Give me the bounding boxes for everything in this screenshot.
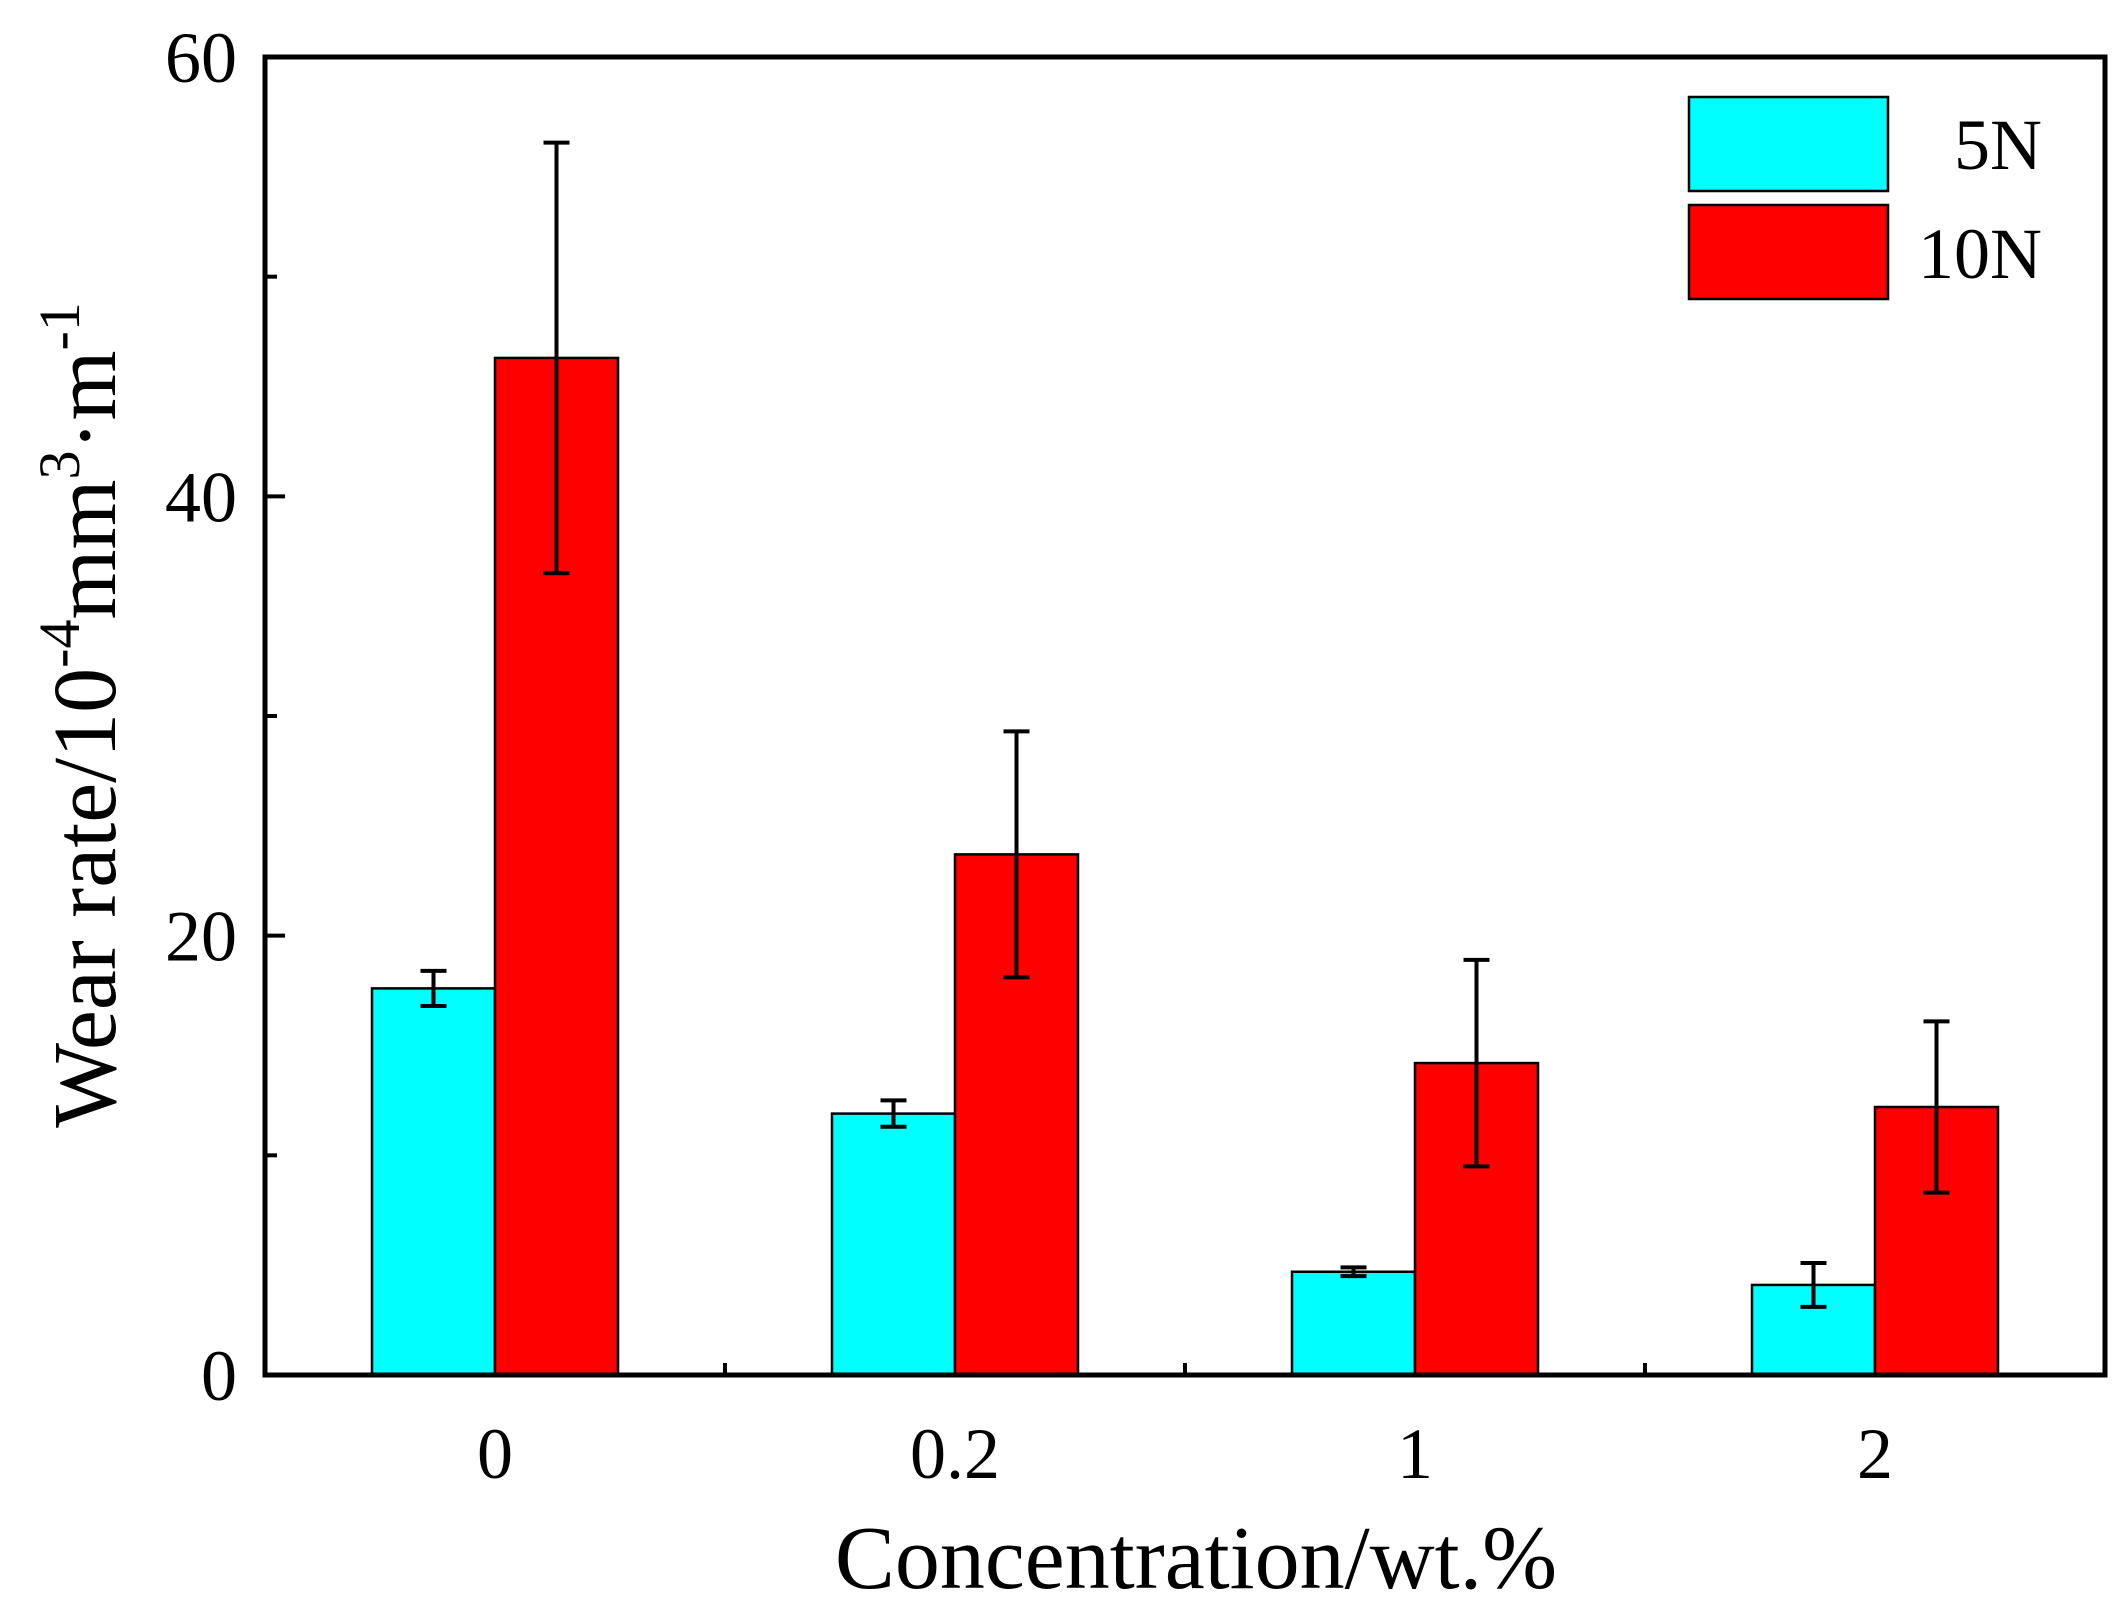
plot-frame — [262, 54, 2108, 1378]
y-title-suffix: ·m — [36, 351, 135, 451]
y-title-exp3: -1 — [27, 302, 92, 350]
x-tick-label-2: 1 — [1397, 1414, 1433, 1494]
x-tick-label-1: 0.2 — [910, 1414, 1000, 1494]
x-tick-label-0: 0 — [477, 1414, 513, 1494]
y-tick-label-2: 40 — [165, 457, 237, 537]
legend-swatch-5n — [1687, 95, 1890, 193]
y-axis-title: Wear rate/10-4mm3·m-1 — [27, 302, 135, 1128]
legend-label-5n: 5N — [1954, 105, 2042, 185]
y-title-prefix: Wear rate/10 — [36, 668, 135, 1128]
y-tick-label-0: 0 — [201, 1336, 237, 1416]
y-title-exp2: 3 — [27, 450, 92, 479]
y-tick-label-3: 60 — [165, 18, 237, 98]
y-title-exp1: -4 — [27, 620, 92, 668]
legend: 5N 10N — [1687, 95, 2042, 301]
x-axis-title: Concentration/wt.% — [835, 1509, 1557, 1608]
bar-5n-0 — [370, 987, 497, 1377]
y-tick-label-1: 20 — [165, 897, 237, 977]
bar-5n-2 — [1290, 1270, 1417, 1377]
legend-label-10n: 10N — [1918, 214, 2042, 294]
y-title-mid: mm — [36, 479, 135, 619]
x-tick-label-3: 2 — [1857, 1414, 1893, 1494]
bar-5n-1 — [830, 1112, 957, 1377]
legend-swatch-10n — [1687, 203, 1890, 301]
